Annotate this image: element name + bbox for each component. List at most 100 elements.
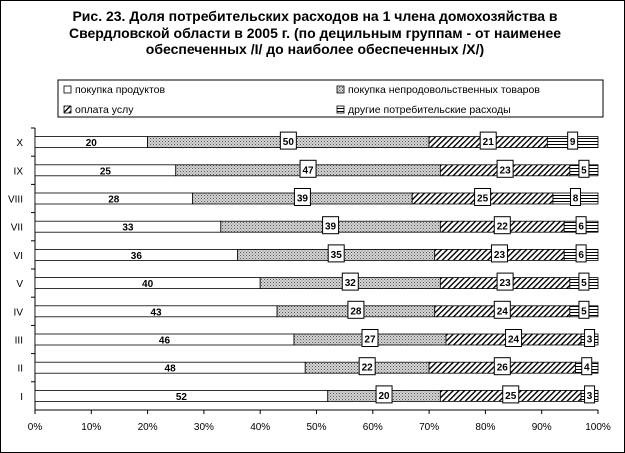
data-label-box [505, 329, 523, 347]
data-label: 20 [378, 391, 390, 402]
x-tick-label: 70% [419, 422, 439, 433]
data-label-box [358, 357, 376, 376]
data-label: 23 [500, 278, 512, 289]
data-label: 8 [573, 194, 579, 205]
y-tick-label: IX [14, 166, 24, 177]
data-label-box [299, 159, 317, 178]
y-tick-label: II [17, 364, 23, 375]
legend-label: оплата услу [75, 104, 134, 116]
y-tick-label: VIII [8, 195, 23, 206]
data-label: 48 [165, 364, 177, 375]
data-label: 35 [331, 250, 343, 261]
data-label-box [341, 272, 359, 291]
data-label-box [474, 188, 492, 206]
data-label-box [578, 300, 590, 319]
legend-swatch [336, 105, 345, 114]
data-label-box [493, 357, 511, 376]
data-label: 21 [483, 137, 495, 148]
data-label-box [575, 244, 587, 263]
legend: покупка продуктов покупка непродовольстве… [57, 79, 604, 118]
legend-label: покупка продуктов [75, 84, 166, 96]
data-label-box [479, 131, 497, 150]
x-tick-label: 100% [585, 422, 611, 433]
data-label: 39 [297, 194, 309, 205]
x-tick-label: 10% [81, 422, 101, 433]
x-tick-label: 0% [28, 422, 43, 433]
x-tick-label: 60% [363, 422, 383, 433]
data-label: 26 [497, 363, 509, 374]
data-label: 5 [581, 306, 587, 317]
data-label: 22 [362, 363, 374, 374]
data-label: 33 [122, 223, 134, 234]
y-tick-label: III [15, 336, 23, 347]
legend-label: покупка непродовольственных товаров [348, 84, 540, 96]
data-label-box [575, 216, 587, 235]
data-label-box [279, 131, 297, 150]
data-label: 32 [345, 278, 357, 289]
y-tick-label: I [20, 392, 23, 403]
chart-title: Рис. 23. Доля потребительских расходов н… [68, 8, 562, 57]
data-label-box [493, 216, 511, 235]
data-label-box [496, 159, 514, 178]
data-label: 6 [578, 250, 584, 261]
data-label: 40 [142, 279, 154, 290]
legend-swatch [63, 105, 72, 114]
data-label: 3 [587, 335, 593, 346]
data-label-box [502, 385, 520, 404]
data-label: 36 [131, 251, 143, 262]
x-tick-label: 50% [306, 422, 326, 433]
data-label: 28 [108, 195, 120, 206]
data-label-box [490, 244, 508, 263]
data-label-box [347, 300, 365, 319]
data-label: 20 [86, 138, 98, 149]
x-tick-label: 30% [194, 422, 214, 433]
x-tick-label: 40% [250, 422, 270, 433]
plot-area: 0% 10% 20% 30% 40% 50% 60% 70% 80% 90% 100% X 20 50 21… [8, 127, 611, 433]
data-label-box [293, 188, 311, 206]
data-label-box [322, 216, 340, 235]
y-tick-label: VII [11, 223, 23, 234]
data-label: 25 [100, 166, 112, 177]
legend-swatch [336, 85, 345, 94]
data-label: 50 [283, 137, 295, 148]
data-label: 6 [578, 222, 584, 233]
data-label-box [578, 159, 590, 178]
data-label: 47 [302, 165, 314, 176]
data-label-box [584, 329, 596, 347]
data-label: 4 [584, 363, 590, 374]
data-label-box [493, 300, 511, 319]
x-tick-label: 90% [532, 422, 552, 433]
data-label: 5 [581, 165, 587, 176]
data-label: 25 [477, 194, 489, 205]
data-label: 3 [587, 391, 593, 402]
data-label: 28 [350, 306, 362, 317]
y-tick-label: IV [14, 307, 24, 318]
y-tick-label: V [16, 279, 23, 290]
data-label: 23 [494, 250, 506, 261]
data-label: 27 [364, 335, 376, 346]
data-label: 24 [497, 306, 509, 317]
data-label-box [361, 329, 379, 347]
data-label: 5 [581, 278, 587, 289]
data-label: 25 [505, 391, 517, 402]
legend-frame [57, 79, 604, 118]
data-label: 24 [508, 335, 520, 346]
data-label: 46 [159, 336, 171, 347]
data-label-box [569, 188, 581, 206]
data-label-box [496, 272, 514, 291]
data-label-box [578, 272, 590, 291]
y-tick-label: VI [14, 251, 23, 262]
data-label-box [581, 357, 593, 376]
data-label: 39 [325, 222, 337, 233]
data-label-box [375, 385, 393, 404]
data-label: 43 [150, 307, 162, 318]
legend-label: другие потребительские расходы [348, 104, 511, 116]
data-label-box [567, 131, 579, 150]
data-label: 9 [570, 137, 576, 148]
y-tick-label: X [16, 138, 23, 149]
x-tick-label: 20% [138, 422, 158, 433]
legend-swatch [63, 85, 72, 94]
data-label: 23 [500, 165, 512, 176]
data-label: 52 [176, 392, 188, 403]
